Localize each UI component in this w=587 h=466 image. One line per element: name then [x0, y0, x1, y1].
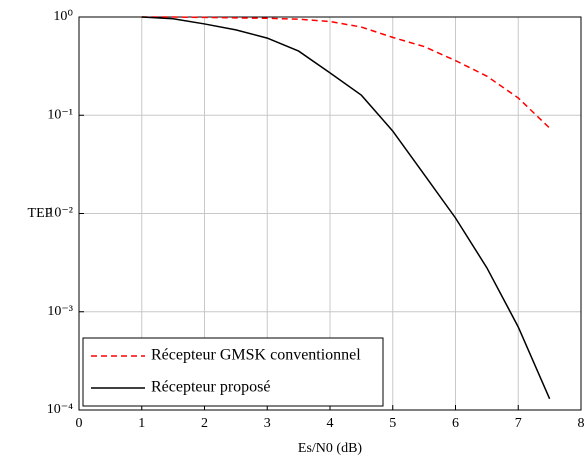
legend-box: [82, 337, 384, 407]
x-tick-label: 7: [515, 416, 522, 431]
x-tick-label: 6: [452, 416, 459, 431]
series-line: [141, 16, 551, 129]
x-tick-label: 2: [201, 416, 208, 431]
x-tick-label: 5: [389, 416, 396, 431]
x-tick-label: 8: [578, 416, 585, 431]
legend-label: Récepteur proposé: [151, 379, 271, 396]
y-tick-label: 10⁻³: [47, 304, 73, 319]
x-tick-label: 4: [327, 416, 334, 431]
x-tick-label: 0: [76, 416, 83, 431]
y-tick-label: 10⁰: [53, 9, 73, 24]
x-tick-label: 1: [138, 416, 145, 431]
series-line: [141, 16, 551, 400]
x-axis-label: Es/N0 (dB): [298, 441, 363, 456]
y-tick-label: 10⁻¹: [47, 107, 73, 122]
legend-label: Récepteur GMSK conventionnel: [151, 347, 361, 364]
y-tick-label: 10⁻²: [47, 206, 73, 221]
plot-frame: [78, 16, 582, 411]
y-axis-label: TEP: [28, 206, 53, 221]
y-tick-label: 10⁻⁴: [47, 402, 73, 417]
x-tick-label: 3: [264, 416, 271, 431]
